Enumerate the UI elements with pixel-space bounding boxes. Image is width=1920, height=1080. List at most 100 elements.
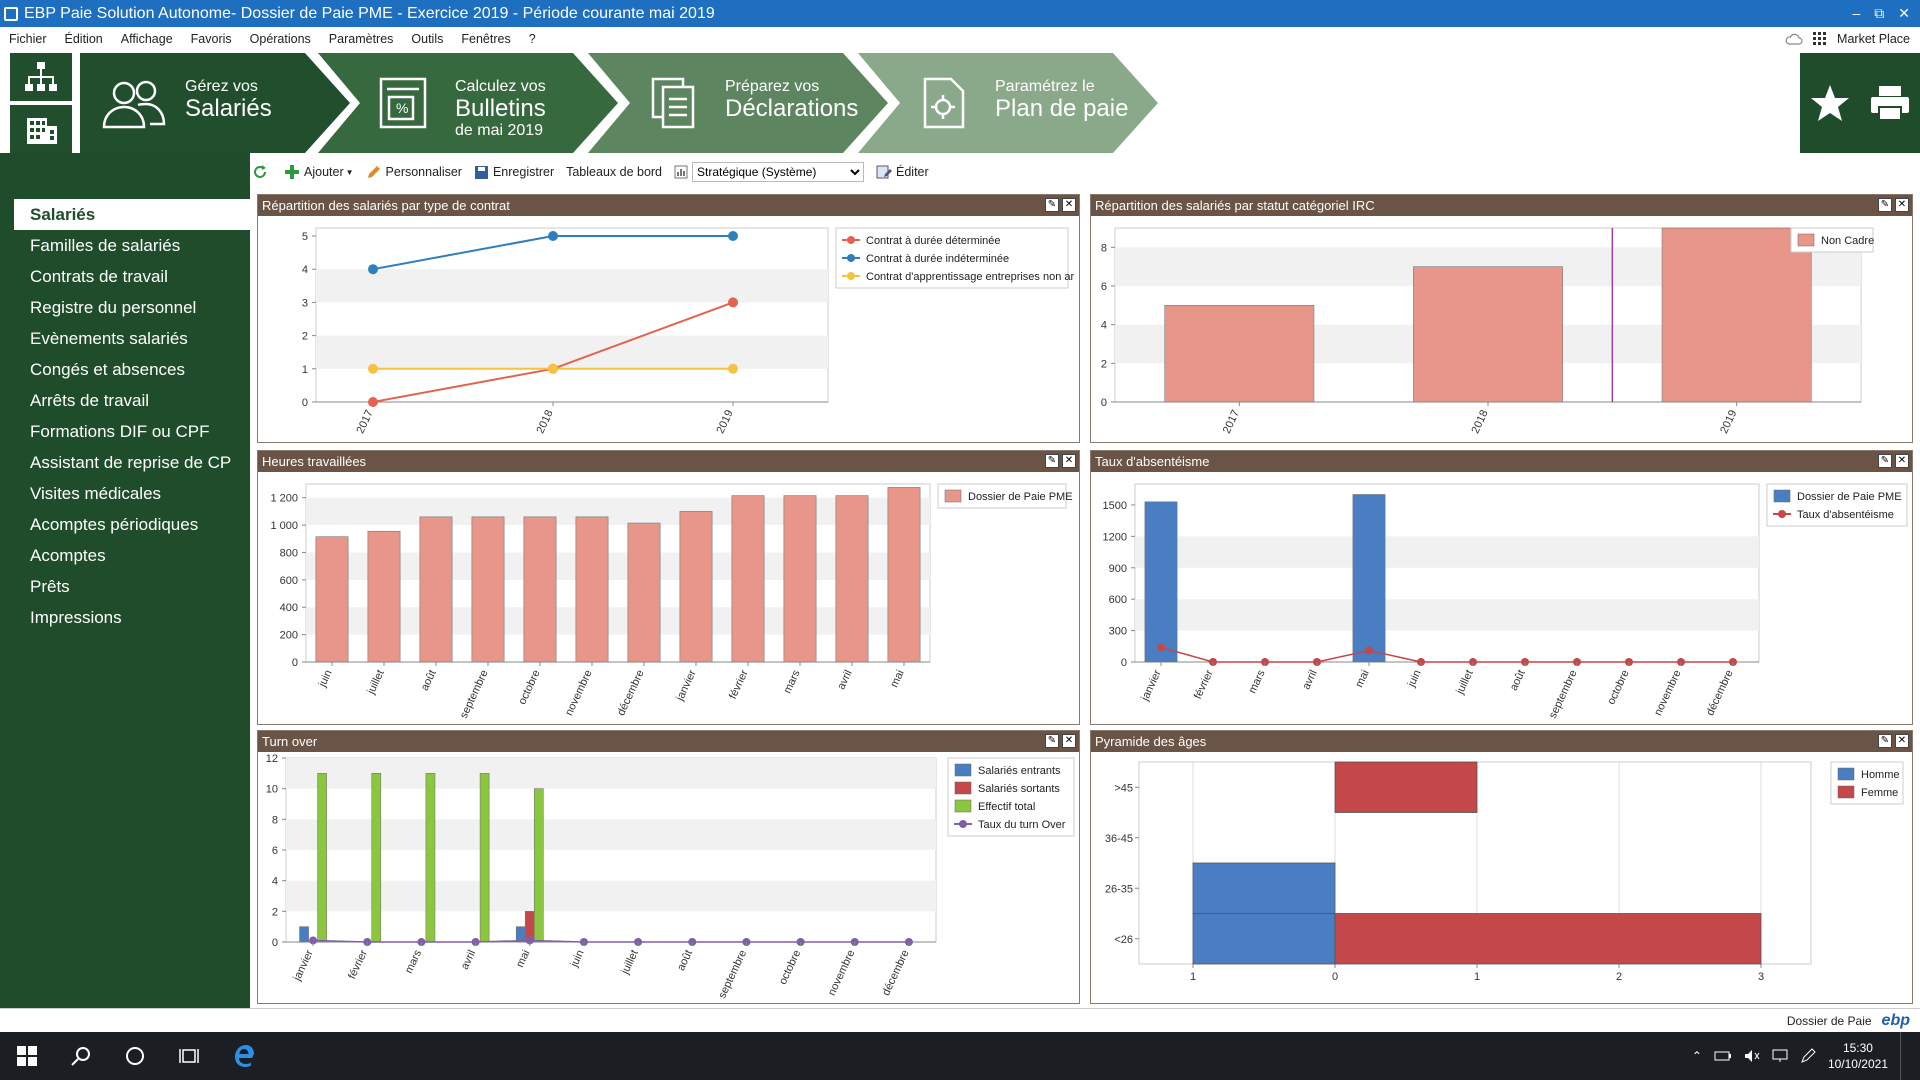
sidebar-item-visites[interactable]: Visites médicales [30,484,162,503]
panel-close-button[interactable]: ✕ [1895,454,1909,468]
minimize-button[interactable]: ‒ [1852,5,1861,21]
panel-close-button[interactable]: ✕ [1895,198,1909,212]
step-plan-paie[interactable]: Paramétrez le Plan de paie [858,53,1158,153]
printer-icon[interactable] [1869,83,1911,123]
panel-close-button[interactable]: ✕ [1895,734,1909,748]
step-bulletins[interactable]: % Calculez vos Bulletins de mai 2019 [318,53,618,153]
windows-icon [17,1046,37,1066]
step-salaries[interactable]: Gérez vos Salariés [80,53,350,153]
bar [425,773,436,943]
edit-button[interactable]: Éditer [876,164,929,180]
status-text: Dossier de Paie [1786,1013,1872,1028]
sidebar-item-contrats[interactable]: Contrats de travail [30,267,168,286]
bar [523,516,557,663]
data-point [548,363,558,374]
step-declarations[interactable]: Préparez vos Déclarations [588,53,888,153]
panel-title: Taux d'absentéisme [1095,454,1210,469]
menu-outils[interactable]: Outils [411,32,444,46]
menu-edition[interactable]: Édition [64,32,103,46]
panel-edit-button[interactable]: ✎ [1878,198,1892,212]
panel-edit-button[interactable]: ✎ [1878,734,1892,748]
x-tick-label: octobre [516,668,542,706]
save-button[interactable]: Enregistrer [474,165,554,180]
sidebar-item-salaries[interactable]: Salariés [14,199,250,230]
windows-start-button[interactable] [0,1032,54,1080]
legend-swatch [1778,510,1786,518]
menu-parametres[interactable]: Paramètres [328,32,394,46]
menu-affichage[interactable]: Affichage [120,32,173,46]
legend-swatch [954,781,972,795]
sidebar-item-reprise-cp[interactable]: Assistant de reprise de CP [30,453,232,472]
market-place-link[interactable]: Market Place [1837,32,1910,46]
panel-edit-button[interactable]: ✎ [1045,198,1059,212]
sidebar-item-impressions[interactable]: Impressions [30,608,122,627]
sidebar-item-acomptes[interactable]: Acomptes [30,546,106,565]
refresh-button[interactable] [252,164,272,180]
y-tick-label: 600 [1109,594,1127,606]
bar [1334,761,1478,813]
panel-close-button[interactable]: ✕ [1062,198,1076,212]
sidebar-item-evenements[interactable]: Evènements salariés [30,329,188,348]
restore-button[interactable]: ⧉ [1874,5,1885,21]
bar [1661,227,1812,403]
panel-absence: Taux d'absentéisme ✎ ✕ 0 300 600 900 1200 1500… [1090,450,1913,725]
volume-muted-icon[interactable] [1744,1049,1760,1063]
x-tick-label: avril [835,668,854,691]
panel-close-button[interactable]: ✕ [1062,734,1076,748]
sidebar-item-formations[interactable]: Formations DIF ou CPF [30,422,210,441]
panel-title: Répartition des salariés par statut caté… [1095,198,1375,213]
sidebar-item-registre[interactable]: Registre du personnel [30,298,197,317]
chevron-up-icon[interactable]: ⌃ [1691,1049,1702,1063]
clock[interactable]: 15:30 10/10/2021 [1828,1040,1888,1072]
panel-edit-button[interactable]: ✎ [1045,454,1059,468]
grid-band [286,819,936,850]
x-tick-label: décembre [1704,668,1736,717]
x-tick-label: 2018 [534,408,555,435]
panel-edit-button[interactable]: ✎ [1045,734,1059,748]
legend-label: Homme [1861,769,1900,781]
menu-fenetres[interactable]: Fenêtres [461,32,511,46]
legend-box [1766,483,1908,527]
bar [1192,913,1336,965]
company-button[interactable] [10,105,72,153]
sidebar-item-acomptes-periodiques[interactable]: Acomptes périodiques [30,515,199,534]
legend-swatch [1773,489,1791,503]
customize-button[interactable]: Personnaliser [366,164,462,180]
edge-browser-button[interactable] [216,1032,270,1080]
bar [533,788,544,943]
pen-icon[interactable] [1800,1048,1816,1064]
star-icon[interactable] [1809,83,1851,123]
data-point [525,936,534,945]
battery-icon[interactable] [1714,1050,1732,1062]
menu-help[interactable]: ? [528,32,536,46]
sidebar-item-familles[interactable]: Familles de salariés [30,236,181,255]
menu-favoris[interactable]: Favoris [190,32,232,46]
close-button[interactable]: ✕ [1898,5,1910,21]
customize-label: Personnaliser [385,165,462,179]
legend-label: Femme [1861,787,1898,799]
menu-operations[interactable]: Opérations [249,32,311,46]
grid-band [1135,536,1759,568]
menu-fichier[interactable]: Fichier [9,32,47,46]
network-icon[interactable] [1772,1049,1788,1063]
notifications-icon[interactable] [1900,1032,1908,1080]
panel-edit-button[interactable]: ✎ [1878,454,1892,468]
sidebar-item-arrets[interactable]: Arrêts de travail [30,391,150,410]
cloud-icon[interactable] [1785,33,1803,45]
data-point [548,231,558,241]
org-chart-button[interactable] [10,53,72,101]
sidebar-item-prets[interactable]: Prêts [30,577,70,596]
dashboard-select[interactable]: Stratégique (Système) [692,162,865,182]
task-view-button[interactable] [162,1032,216,1080]
dashboard-icon [674,165,688,179]
x-tick-label: septembre [716,948,749,1000]
add-button[interactable]: Ajouter ▼ [284,164,354,180]
search-button[interactable] [54,1032,108,1080]
sidebar-item-conges[interactable]: Congés et absences [30,360,185,379]
cortana-button[interactable] [108,1032,162,1080]
panel-close-button[interactable]: ✕ [1062,454,1076,468]
x-tick-label: octobre [777,948,803,986]
x-tick-label: 2018 [1469,408,1490,435]
status-bar: Dossier de Paie ebp [0,1008,1920,1032]
grid-band [306,497,930,526]
